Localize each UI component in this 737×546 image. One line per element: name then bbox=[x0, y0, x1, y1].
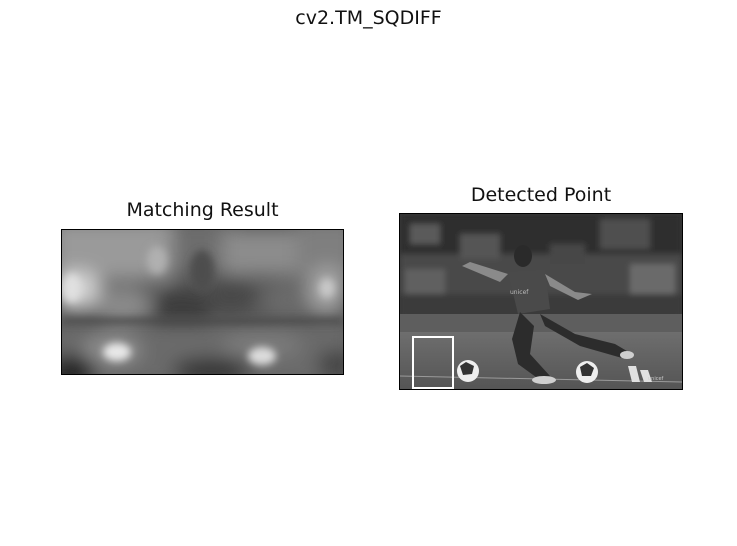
matching-result-title: Matching Result bbox=[126, 199, 279, 221]
figure-suptitle: cv2.TM_SQDIFF bbox=[295, 7, 442, 29]
svg-text:unicef: unicef bbox=[648, 376, 664, 382]
matching-result-panel bbox=[61, 229, 344, 375]
player-figure: unicef bbox=[462, 245, 634, 384]
detected-point-image: unicef unicef bbox=[400, 214, 682, 389]
jersey-text: unicef bbox=[510, 289, 529, 296]
ball-left bbox=[457, 360, 479, 382]
matching-result-heatmap bbox=[62, 230, 343, 374]
field-logo: unicef bbox=[628, 366, 664, 382]
detected-point-panel: unicef unicef bbox=[399, 213, 683, 390]
detected-point-title: Detected Point bbox=[470, 184, 612, 206]
detected-rectangle bbox=[412, 336, 454, 389]
ball-right bbox=[576, 361, 598, 383]
